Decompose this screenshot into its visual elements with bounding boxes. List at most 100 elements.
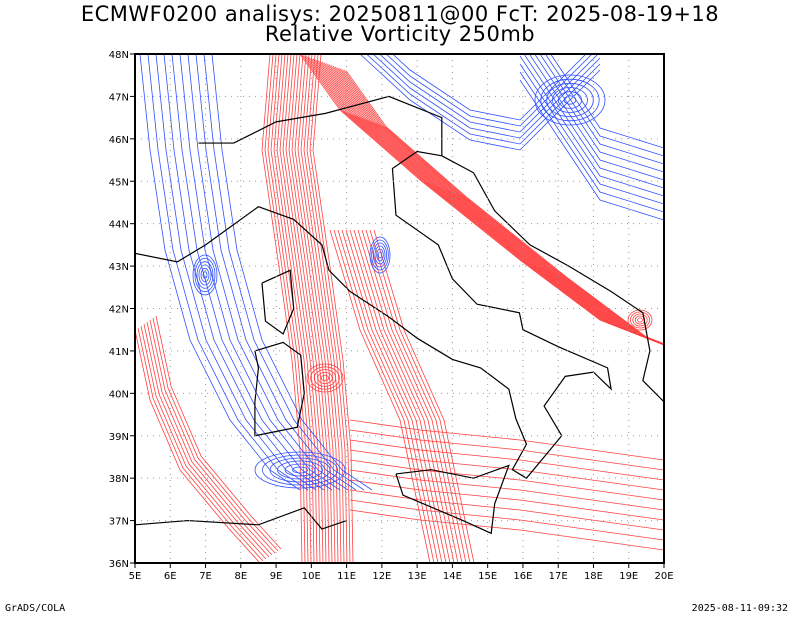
negative-vorticity-contour xyxy=(269,457,331,483)
positive-vorticity-contour xyxy=(349,499,664,541)
negative-vorticity-contour xyxy=(262,454,338,486)
positive-vorticity-contour xyxy=(155,315,282,550)
lon-label: 17E xyxy=(549,571,568,582)
positive-vorticity-contour xyxy=(357,229,459,563)
positive-vorticity-contour xyxy=(306,56,664,346)
positive-vorticity-contour xyxy=(339,68,664,345)
negative-vorticity-contour xyxy=(196,261,214,289)
lon-label: 10E xyxy=(302,571,321,582)
negative-vorticity-contour xyxy=(557,91,583,109)
negative-vorticity-contour xyxy=(550,54,664,149)
positive-vorticity-contour xyxy=(285,54,327,563)
positive-vorticity-contour xyxy=(349,489,664,531)
positive-vorticity-contour xyxy=(291,54,333,563)
positive-vorticity-contour xyxy=(276,54,318,563)
lat-label: 37N xyxy=(109,517,129,528)
lon-label: 7E xyxy=(199,571,212,582)
lon-label: 6E xyxy=(164,571,177,582)
positive-vorticity-contour xyxy=(300,54,342,563)
positive-vorticity-contour xyxy=(632,313,648,327)
lon-label: 8E xyxy=(234,571,247,582)
positive-vorticity-contour xyxy=(310,57,664,346)
positive-vorticity-contour xyxy=(361,229,463,563)
positive-vorticity-contour xyxy=(264,54,306,563)
negative-vorticity-contour xyxy=(369,236,391,274)
lat-label: 36N xyxy=(109,559,129,570)
negative-vorticity-contour xyxy=(202,271,208,279)
positive-vorticity-contour xyxy=(349,419,664,461)
lon-label: 12E xyxy=(372,571,391,582)
negative-vorticity-contour xyxy=(372,242,388,268)
footer-timestamp: 2025-08-11-09:32 xyxy=(691,603,788,614)
positive-vorticity-contour xyxy=(303,54,345,563)
positive-vorticity-contour xyxy=(369,229,471,563)
positive-vorticity-contour xyxy=(630,311,651,329)
negative-vorticity-contour xyxy=(292,466,308,474)
positive-vorticity-contour xyxy=(306,363,344,393)
lon-label: 16E xyxy=(513,571,532,582)
negative-vorticity-contour xyxy=(519,71,664,213)
negative-vorticity-contour xyxy=(371,239,389,271)
positive-vorticity-contour xyxy=(304,55,664,346)
positive-vorticity-contour xyxy=(309,54,351,563)
positive-vorticity-contour xyxy=(329,229,431,563)
positive-vorticity-contour xyxy=(282,54,324,563)
grid-lines xyxy=(130,53,665,568)
negative-vorticity-contour xyxy=(378,54,599,133)
negative-vorticity-contour xyxy=(365,54,601,145)
negative-vorticity-contour xyxy=(540,78,600,122)
positive-vorticity-contour xyxy=(349,229,451,563)
map-title-line1: ECMWF0200 analisys: 20250811@00 FcT: 202… xyxy=(80,2,720,26)
positive-vorticity-contour xyxy=(146,321,273,556)
lat-label: 46N xyxy=(109,135,129,146)
negative-vorticity-contour xyxy=(359,54,601,151)
positive-vorticity-contour xyxy=(373,229,475,563)
positive-vorticity-contour xyxy=(140,325,267,560)
lat-label: 48N xyxy=(109,50,129,61)
positive-vorticity-contour xyxy=(313,369,337,387)
lat-label: 45N xyxy=(109,177,129,188)
italy-coastline xyxy=(222,150,612,479)
positive-vorticity-contour xyxy=(301,54,664,346)
positive-vorticity-contour xyxy=(349,479,664,521)
negative-vorticity-contour xyxy=(539,54,664,165)
lon-label: 13E xyxy=(408,571,427,582)
lat-label: 40N xyxy=(109,389,129,400)
positive-vorticity-contour xyxy=(273,54,315,563)
negative-vorticity-contour xyxy=(203,54,365,491)
map-frame xyxy=(134,53,665,564)
map-title-line2: Relative Vorticity 250mb xyxy=(264,22,536,46)
lon-label: 18E xyxy=(584,571,603,582)
positive-vorticity-contour xyxy=(345,229,447,563)
positive-vorticity-contour xyxy=(328,64,664,345)
negative-vorticity-contour xyxy=(552,87,588,113)
positive-vorticity-contour xyxy=(365,229,467,563)
positive-vorticity-contour xyxy=(317,371,333,384)
negative-vorticity-contour xyxy=(254,451,346,489)
negative-vorticity-contour xyxy=(195,54,357,491)
negative-vorticity-contour xyxy=(192,254,218,296)
lon-label: 15E xyxy=(478,571,497,582)
negative-vorticity-contour xyxy=(194,257,216,293)
positive-vorticity-contour xyxy=(297,54,339,563)
positive-vorticity-contour xyxy=(349,469,664,511)
negative-vorticity-contour xyxy=(284,463,316,477)
positive-vorticity-contour xyxy=(310,366,340,390)
negative-vorticity-contour xyxy=(374,245,386,265)
positive-vorticity-contour xyxy=(341,229,443,563)
negative-vorticity-contour xyxy=(523,54,664,189)
negative-vorticity-contour xyxy=(187,54,349,491)
corsica-coastline xyxy=(261,269,295,335)
negative-vorticity-contour xyxy=(534,54,664,173)
positive-vorticity-contour xyxy=(135,329,261,563)
lat-label: 47N xyxy=(109,92,129,103)
negative-vorticity-contour xyxy=(171,54,333,491)
positive-vorticity-contour xyxy=(152,317,279,552)
lon-label: 14E xyxy=(443,571,462,582)
lon-label: 20E xyxy=(654,571,673,582)
lat-label: 44N xyxy=(109,220,129,231)
latitude-labels: 36N 37N 38N 39N 40N 41N 42N 43N 44N 45N 46N 47N 48N xyxy=(109,50,129,570)
positive-vorticity-contour xyxy=(317,60,664,345)
lon-label: 11E xyxy=(337,571,356,582)
